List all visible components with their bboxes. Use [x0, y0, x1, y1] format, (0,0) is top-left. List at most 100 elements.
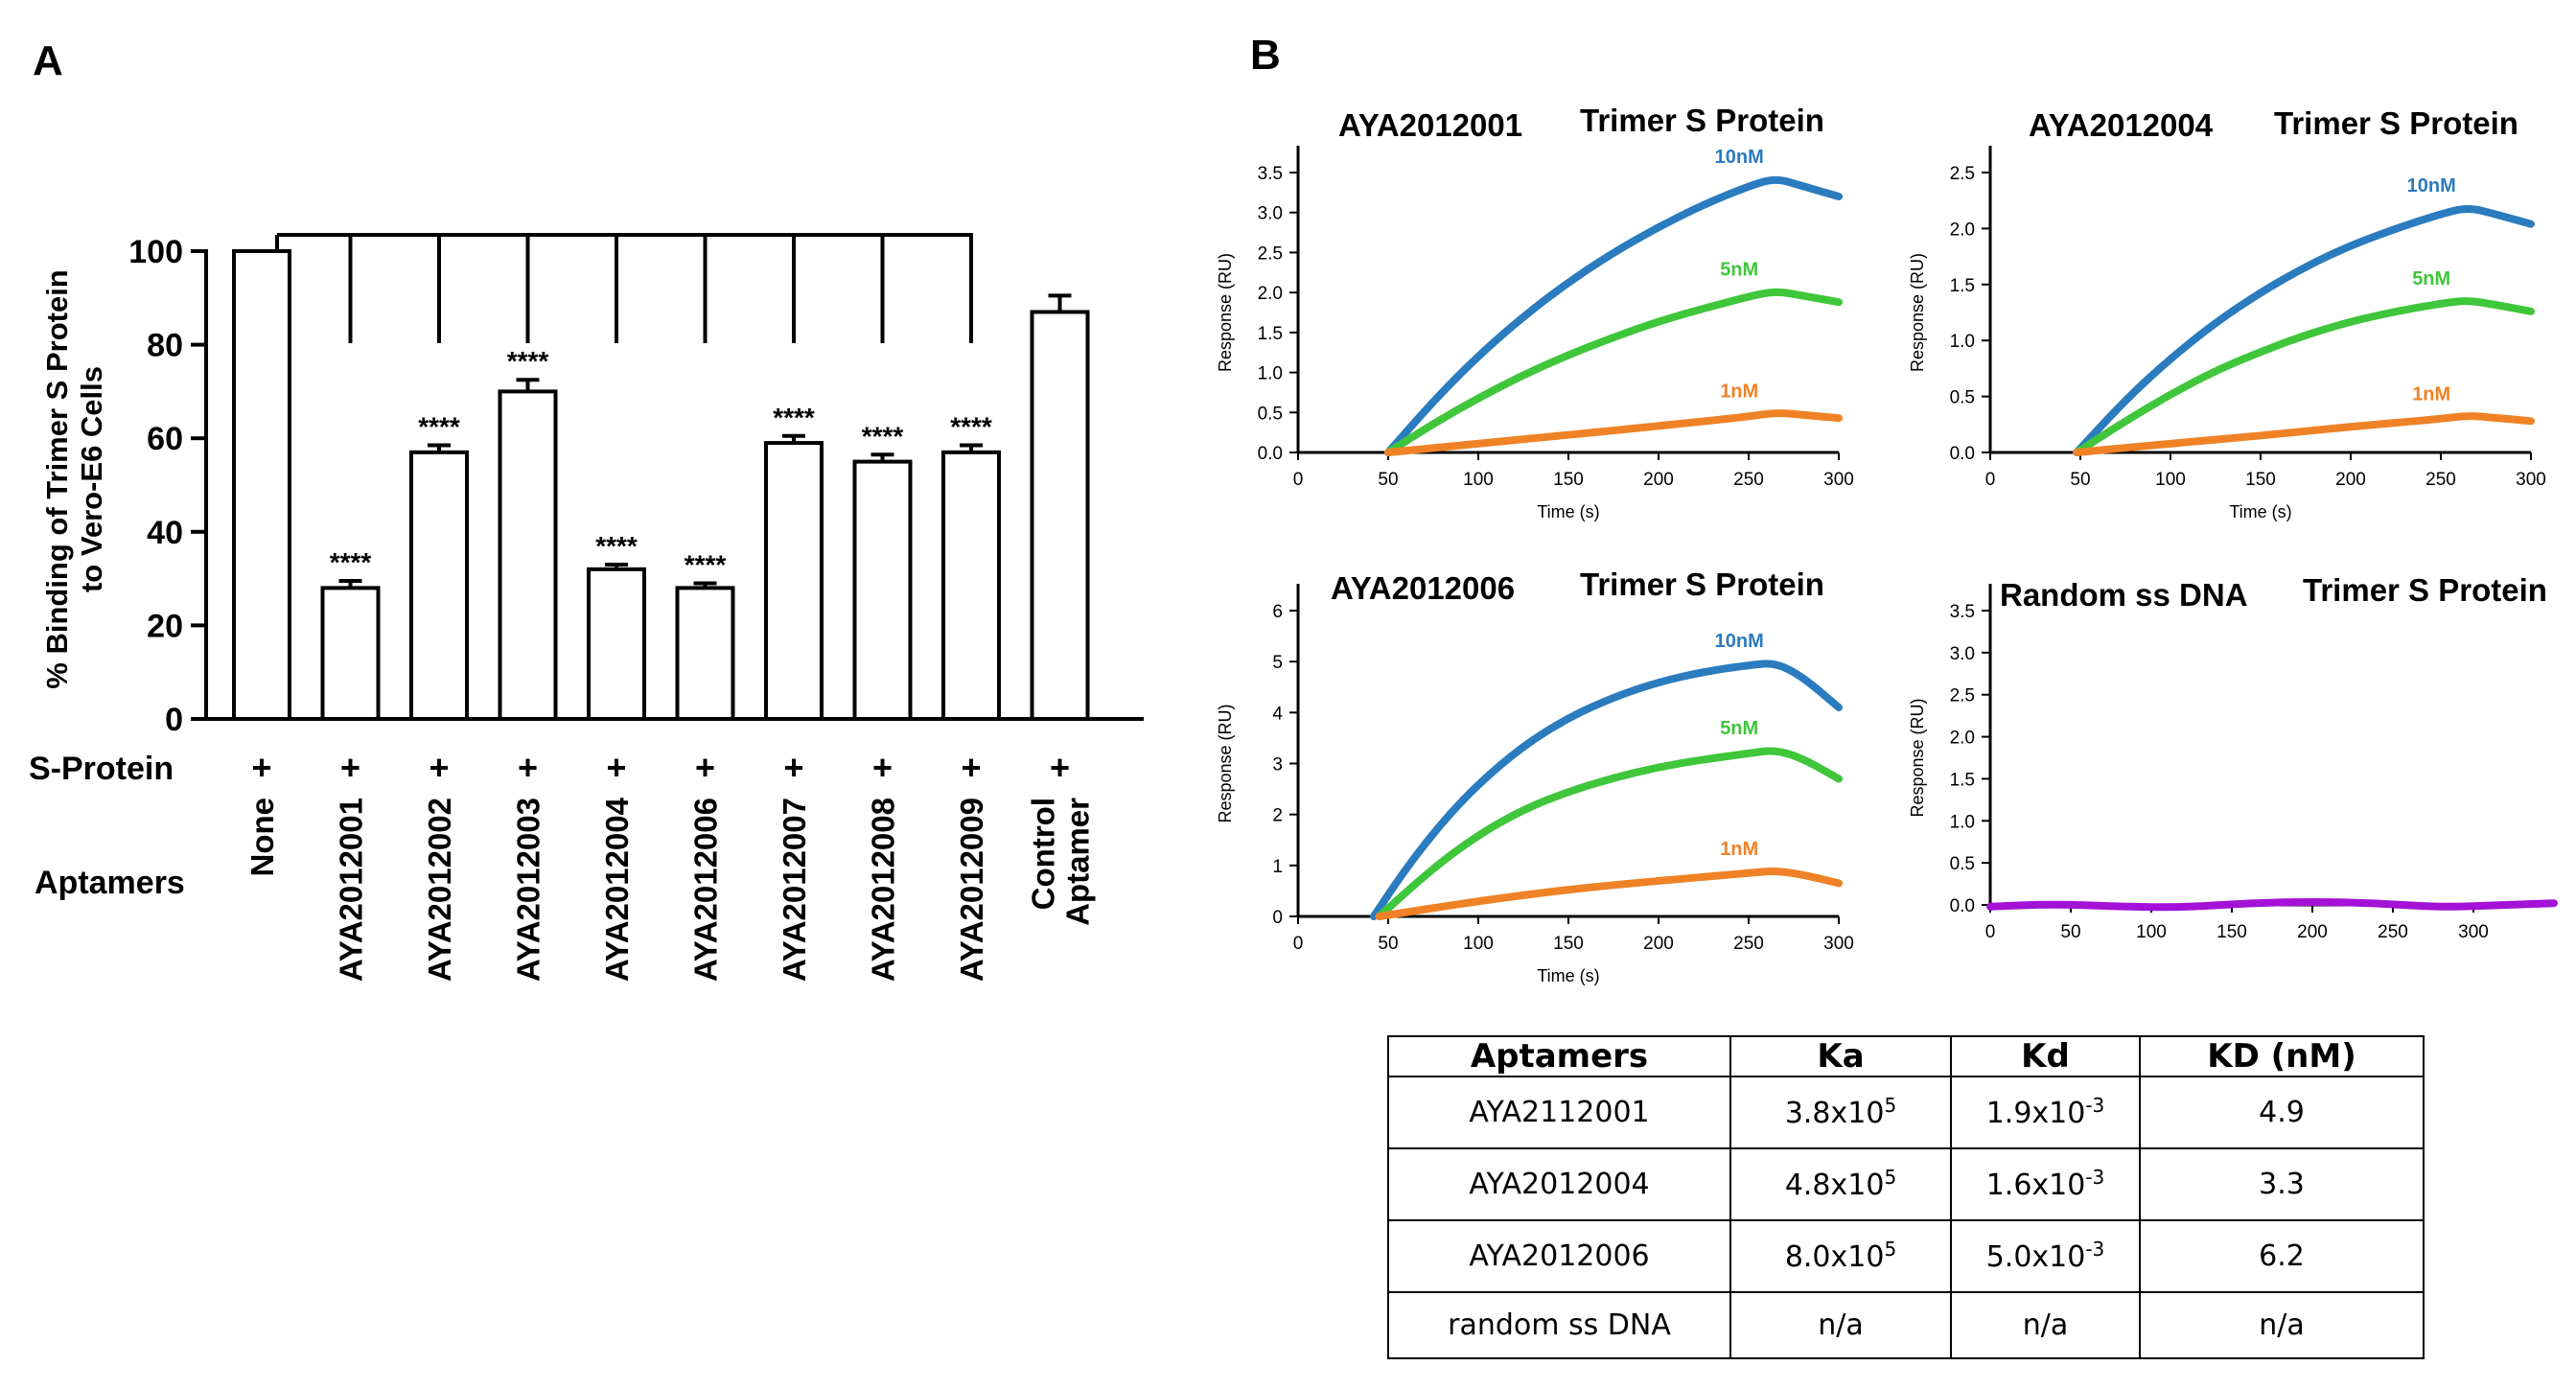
spr-x-tick-label: 250: [1733, 470, 1764, 490]
series-line-10nm: [2073, 204, 2535, 456]
spr-y-tick-label: 0.5: [1950, 854, 1975, 874]
spr-y-tick-label: 3: [1272, 755, 1283, 776]
table-cell: 8.0x105: [1729, 1218, 1952, 1293]
bar: [764, 441, 824, 721]
table-cell-value: 4.8x10: [1784, 1169, 1885, 1203]
spr-chart-subtitle: Trimer S Protein: [1580, 567, 1824, 602]
kinetics-table: Aptamers Ka Kd KD (nM) AYA2112001 3.8x105…: [1387, 1035, 2425, 1360]
series-label: 10nM: [1715, 631, 1764, 652]
spr-x-tick-label: 150: [2245, 470, 2276, 490]
s-protein-mark: +: [429, 748, 449, 787]
table-cell: 3.3: [2139, 1146, 2425, 1221]
spr-chart-subtitle: Trimer S Protein: [2274, 105, 2518, 141]
series-line-5nm: [1375, 747, 1843, 920]
y-tick-label: 20: [147, 608, 183, 644]
series-label: 5nM: [1720, 718, 1758, 739]
series-label: 1nM: [1720, 839, 1758, 860]
table-cell: 6.2: [2139, 1218, 2425, 1293]
y-axis-title: % Binding of Trimer S Proteinto Vero-E6 …: [40, 269, 108, 688]
series-label: 5nM: [1720, 259, 1758, 280]
spr-chart-subtitle: Trimer S Protein: [2303, 572, 2547, 608]
spr-y-tick-label: 2.0: [1950, 729, 1975, 749]
spr-y-tick-label: 1: [1272, 857, 1283, 877]
spr-x-tick-label: 200: [1643, 934, 1674, 954]
table-cell: AYA2112001: [1387, 1076, 1731, 1149]
spr-x-axis-title: Time (s): [1537, 966, 1599, 985]
series-label: 1nM: [2412, 383, 2450, 405]
bar: [409, 450, 469, 721]
table-cell-exponent: 5: [1884, 1238, 1897, 1262]
s-protein-mark: +: [961, 748, 981, 787]
spr-x-tick-label: 100: [2155, 470, 2186, 490]
table-cell-exponent: -3: [2085, 1238, 2105, 1262]
table-cell: 1.9x10-3: [1950, 1076, 2141, 1149]
spr-y-tick-label: 3.0: [1950, 644, 1975, 664]
spr-y-tick-label: 2: [1272, 806, 1283, 826]
s-protein-mark: +: [518, 748, 538, 787]
spr-chart-random-ssdna: Random ss DNA Trimer S Protein 0.0 0.5 1.0 1.…: [1908, 572, 2558, 942]
table-row: AYA2012004 4.8x105 1.6x10-3 3.3: [1387, 1146, 2425, 1221]
significance-label: ****: [330, 547, 372, 577]
spr-y-tick-label: 6: [1272, 602, 1283, 622]
panel-a-label: A: [33, 37, 63, 84]
binding-bar-chart: 0 20 40 60 80 100 % Binding of Trimer S Protei…: [29, 233, 1144, 982]
series-line: [1986, 897, 2558, 912]
spr-chart-aya2012006: AYA2012006 Trimer S Protein 0 1 2 3 4 5 6 0 50 100 1…: [1216, 567, 1854, 985]
bar: [232, 249, 291, 721]
spr-y-tick-label: 2.5: [1950, 686, 1975, 706]
spr-x-tick-label: 100: [1463, 934, 1494, 954]
table-cell: random ss DNA: [1387, 1290, 1731, 1360]
table-cell-exponent: 5: [1884, 1094, 1897, 1118]
bar: [320, 586, 381, 721]
s-protein-mark: +: [695, 748, 715, 787]
table-row: random ss DNA n/a n/a n/a: [1387, 1290, 2425, 1360]
spr-chart-aya2012001: AYA2012001 Trimer S Protein 0.0 0.5 1.0 1.5 2.…: [1216, 103, 1854, 521]
spr-chart-subtitle: Trimer S Protein: [1580, 103, 1824, 138]
s-protein-mark: +: [1050, 748, 1070, 787]
bar: [1030, 310, 1090, 721]
spr-x-axis-title: Time (s): [1537, 502, 1599, 521]
series-line-5nm: [1384, 288, 1843, 456]
bar: [675, 586, 735, 721]
table-cell: n/a: [1729, 1290, 1952, 1360]
y-tick-label: 80: [147, 328, 183, 364]
spr-x-tick-label: 100: [2136, 922, 2167, 942]
table-cell-value: 3.8x10: [1784, 1097, 1885, 1131]
table-cell-value: AYA2112001: [1469, 1095, 1650, 1129]
series-label: 10nM: [2407, 175, 2456, 197]
spr-y-tick-label: 1.5: [1258, 324, 1283, 344]
table-cell-value: 1.6x10: [1985, 1169, 2086, 1203]
spr-chart-title: AYA2012001: [1338, 107, 1522, 143]
spr-y-axis-title: Response (RU): [1216, 253, 1235, 372]
spr-x-tick-label: 0: [1293, 470, 1304, 490]
table-cell-value: 3.3: [2259, 1167, 2305, 1201]
spr-y-tick-label: 0.0: [1258, 444, 1283, 464]
category-label: AYA2012006: [688, 798, 724, 982]
spr-y-tick-label: 2.0: [1258, 284, 1283, 304]
y-axis-title-line: % Binding of Trimer S Protein: [40, 269, 74, 688]
spr-y-tick-label: 5: [1272, 653, 1283, 673]
spr-x-tick-label: 150: [2216, 922, 2247, 942]
table-cell-exponent: -3: [2085, 1094, 2105, 1118]
spr-y-tick-label: 0.0: [1950, 444, 1975, 464]
spr-x-tick-label: 200: [2297, 922, 2328, 942]
spr-y-tick-label: 2.5: [1950, 164, 1975, 184]
bar: [941, 450, 1001, 721]
table-cell: 4.8x105: [1729, 1146, 1952, 1221]
category-label: AYA2012003: [511, 798, 546, 982]
category-label: AYA2012009: [954, 798, 989, 982]
spr-y-tick-label: 2.5: [1258, 243, 1283, 264]
series-line-5nm: [2073, 297, 2535, 456]
s-protein-mark: +: [606, 748, 626, 787]
spr-x-tick-label: 250: [2425, 470, 2456, 490]
spr-y-tick-label: 1.0: [1950, 812, 1975, 832]
table-cell-value: 1.9x10: [1985, 1097, 2086, 1131]
series-label: 1nM: [1720, 381, 1758, 402]
header-aptamers: Aptamers: [1387, 1035, 1731, 1077]
category-label: None: [244, 798, 280, 877]
table-cell: 5.0x10-3: [1950, 1218, 2141, 1293]
table-cell-value: AYA2012006: [1469, 1239, 1650, 1273]
series-line-10nm: [1384, 175, 1843, 456]
series-line-1nm: [1375, 867, 1843, 920]
spr-x-tick-label: 50: [2070, 470, 2090, 490]
